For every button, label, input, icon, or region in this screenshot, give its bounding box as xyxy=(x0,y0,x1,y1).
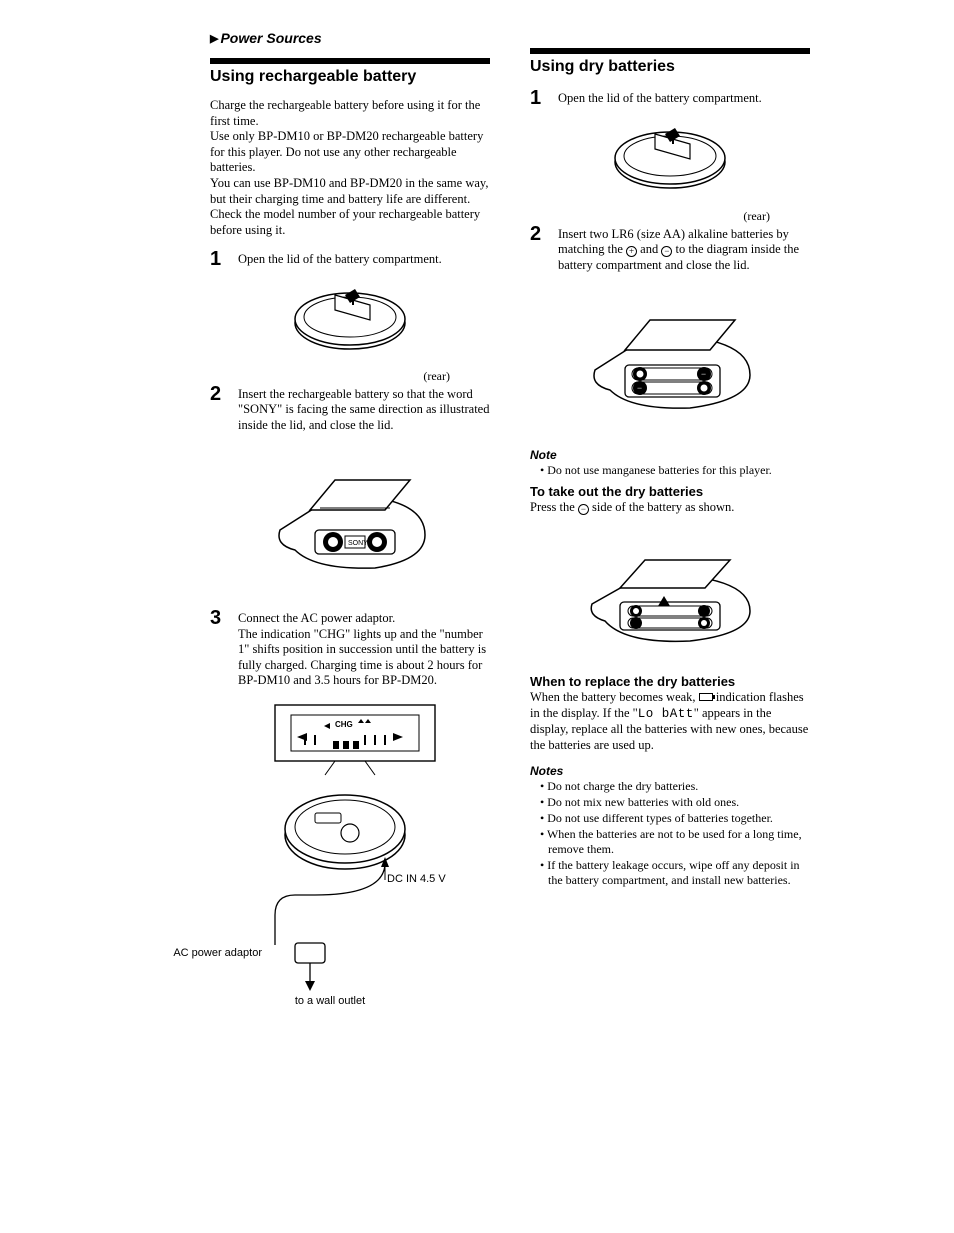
takeout-b: side of the battery as shown. xyxy=(589,500,734,514)
takeout-text: Press the − side of the battery as shown… xyxy=(530,500,810,516)
figure-ac-adaptor: CHG xyxy=(210,695,490,1009)
section-title-dry: Using dry batteries xyxy=(530,58,810,76)
caption-rear: (rear) xyxy=(210,369,490,384)
step2-text-b: and xyxy=(637,242,661,256)
notes-item: If the battery leakage occurs, wipe off … xyxy=(540,858,810,888)
figure-rear-2 xyxy=(530,114,810,198)
adaptor-label: AC power adaptor xyxy=(172,947,262,961)
step-text: Insert two LR6 (size AA) alkaline batter… xyxy=(558,224,810,274)
takeout-heading: To take out the dry batteries xyxy=(530,484,810,500)
replace-heading: When to replace the dry batteries xyxy=(530,674,810,690)
left-column: Power Sources Using rechargeable battery… xyxy=(210,30,490,1023)
figure-rear-1 xyxy=(210,275,490,359)
svg-text:−: − xyxy=(637,383,642,393)
step-number: 2 xyxy=(530,224,548,274)
note-list: Do not use manganese batteries for this … xyxy=(530,463,810,478)
dcin-label: DC IN 4.5 V xyxy=(387,873,446,887)
note-heading: Note xyxy=(530,448,810,463)
step-text: Connect the AC power adaptor. The indica… xyxy=(238,608,490,689)
replace-text: When the battery becomes weak, indicatio… xyxy=(530,690,810,754)
right-step-2: 2 Insert two LR6 (size AA) alkaline batt… xyxy=(530,224,810,274)
takeout-a: Press the xyxy=(530,500,578,514)
left-step-1: 1 Open the lid of the battery compartmen… xyxy=(210,249,490,269)
plus-icon: + xyxy=(626,246,637,257)
left-step-2: 2 Insert the rechargeable battery so tha… xyxy=(210,384,490,434)
right-step-1: 1 Open the lid of the battery compartmen… xyxy=(530,88,810,108)
minus-icon: − xyxy=(661,246,672,257)
step-text: Open the lid of the battery compartment. xyxy=(238,249,442,269)
minus-icon: − xyxy=(578,504,589,515)
step-number: 1 xyxy=(530,88,548,108)
notes-item: Do not mix new batteries with old ones. xyxy=(540,795,810,810)
divider-thick xyxy=(210,58,490,64)
divider-thick xyxy=(530,48,810,54)
lo-batt-text: Lo bAtt xyxy=(638,707,694,721)
step-text: Open the lid of the battery compartment. xyxy=(558,88,762,108)
notes-item: When the batteries are not to be used fo… xyxy=(540,827,810,857)
svg-text:−: − xyxy=(701,369,706,379)
right-column: Using dry batteries 1 Open the lid of th… xyxy=(530,30,810,1023)
chg-label: CHG xyxy=(335,720,353,729)
notes-list: Do not charge the dry batteries. Do not … xyxy=(530,779,810,888)
note-item: Do not use manganese batteries for this … xyxy=(540,463,810,478)
left-step-3: 3 Connect the AC power adaptor. The indi… xyxy=(210,608,490,689)
figure-takeout xyxy=(530,526,810,660)
svg-text:SONY: SONY xyxy=(348,540,368,547)
replace-a: When the battery becomes weak, xyxy=(530,690,699,704)
figure-open-lid: SONY xyxy=(210,440,490,594)
step-number: 3 xyxy=(210,608,228,689)
notes-item: Do not use different types of batteries … xyxy=(540,811,810,826)
chapter-title: Power Sources xyxy=(210,30,490,48)
step-number: 1 xyxy=(210,249,228,269)
figure-insert-batteries: − − xyxy=(530,280,810,434)
notes-heading: Notes xyxy=(530,764,810,779)
step-number: 2 xyxy=(210,384,228,434)
battery-icon xyxy=(699,693,713,701)
caption-rear-2: (rear) xyxy=(530,209,810,224)
manual-page: Power Sources Using rechargeable battery… xyxy=(0,0,954,1053)
outlet-label: to a wall outlet xyxy=(270,995,390,1009)
step-text: Insert the rechargeable battery so that … xyxy=(238,384,490,434)
intro-paragraph: Charge the rechargeable battery before u… xyxy=(210,98,490,239)
section-title-rechargeable: Using rechargeable battery xyxy=(210,68,490,86)
notes-item: Do not charge the dry batteries. xyxy=(540,779,810,794)
